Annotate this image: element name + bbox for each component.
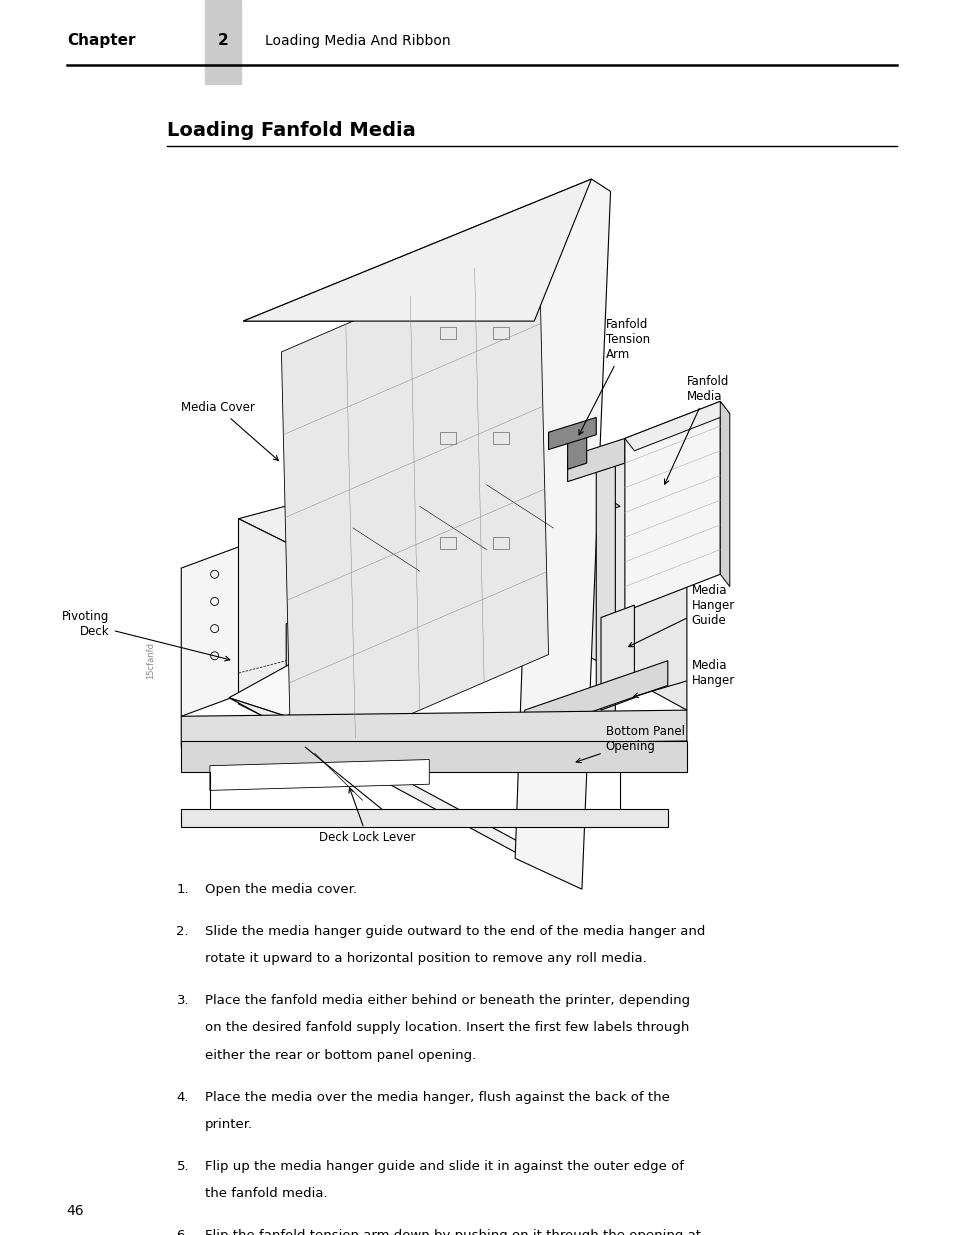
Text: 2.: 2. (176, 925, 189, 939)
Text: Pivoting
Deck: Pivoting Deck (62, 610, 230, 661)
Polygon shape (243, 179, 610, 889)
Polygon shape (596, 451, 615, 741)
Polygon shape (181, 741, 686, 772)
Text: the fanfold media.: the fanfold media. (205, 1187, 328, 1200)
Text: Bottom Panel
Opening: Bottom Panel Opening (576, 725, 684, 763)
Bar (440, 327, 456, 340)
Polygon shape (210, 760, 429, 790)
Text: Loading Fanfold Media: Loading Fanfold Media (167, 121, 416, 140)
Polygon shape (286, 537, 553, 704)
Polygon shape (238, 519, 362, 766)
Polygon shape (562, 432, 686, 710)
Polygon shape (281, 241, 548, 766)
Polygon shape (229, 698, 572, 871)
Text: Deck Lock Lever: Deck Lock Lever (318, 788, 416, 845)
Bar (205, 0, 241, 84)
Bar (440, 432, 456, 445)
Polygon shape (624, 401, 720, 611)
Text: on the desired fanfold supply location. Insert the first few labels through: on the desired fanfold supply location. … (205, 1021, 689, 1035)
Text: 6.: 6. (176, 1229, 189, 1235)
Text: Place the fanfold media either behind or beneath the printer, depending: Place the fanfold media either behind or… (205, 994, 690, 1008)
Bar (493, 432, 508, 445)
Text: Fanfold
Media: Fanfold Media (664, 375, 728, 484)
Polygon shape (600, 605, 634, 710)
Text: 2: 2 (217, 33, 229, 48)
Text: Media
Hanger: Media Hanger (633, 659, 734, 698)
Polygon shape (567, 438, 624, 482)
Text: Flip the fanfold tension arm down by pushing on it through the opening at: Flip the fanfold tension arm down by pus… (205, 1229, 700, 1235)
Polygon shape (624, 401, 729, 451)
Text: either the rear or bottom panel opening.: either the rear or bottom panel opening. (205, 1049, 476, 1062)
Polygon shape (548, 417, 596, 450)
Polygon shape (243, 179, 591, 321)
Text: Chapter: Chapter (67, 33, 135, 48)
Text: Open the media cover.: Open the media cover. (205, 883, 356, 897)
Polygon shape (181, 543, 248, 716)
Text: Fanfold
Tension
Arm: Fanfold Tension Arm (578, 319, 649, 435)
Bar (493, 537, 508, 550)
Bar (493, 327, 508, 340)
Polygon shape (238, 432, 686, 580)
Text: 15cfanfd: 15cfanfd (146, 642, 155, 679)
Text: 1.: 1. (176, 883, 189, 897)
Text: Media
Hanger
Guide: Media Hanger Guide (628, 584, 734, 647)
Text: 46: 46 (67, 1204, 84, 1218)
Polygon shape (181, 710, 686, 747)
Polygon shape (567, 432, 586, 469)
Text: 4.: 4. (176, 1091, 189, 1104)
Text: Slide the media hanger guide outward to the end of the media hanger and: Slide the media hanger guide outward to … (205, 925, 705, 939)
Text: Place the media over the media hanger, flush against the back of the: Place the media over the media hanger, f… (205, 1091, 669, 1104)
Polygon shape (524, 661, 667, 735)
Bar (440, 537, 456, 550)
Polygon shape (286, 463, 619, 593)
Text: Loading Media And Ribbon: Loading Media And Ribbon (265, 33, 451, 48)
Polygon shape (229, 519, 610, 716)
Text: Flip up the media hanger guide and slide it in against the outer edge of: Flip up the media hanger guide and slide… (205, 1160, 683, 1173)
Text: printer.: printer. (205, 1118, 253, 1131)
Polygon shape (720, 401, 729, 587)
Text: rotate it upward to a horizontal position to remove any roll media.: rotate it upward to a horizontal positio… (205, 952, 646, 966)
Text: Media Cover: Media Cover (181, 401, 278, 461)
Text: 5.: 5. (176, 1160, 189, 1173)
Polygon shape (305, 543, 534, 655)
Polygon shape (181, 809, 667, 827)
Text: 3.: 3. (176, 994, 189, 1008)
